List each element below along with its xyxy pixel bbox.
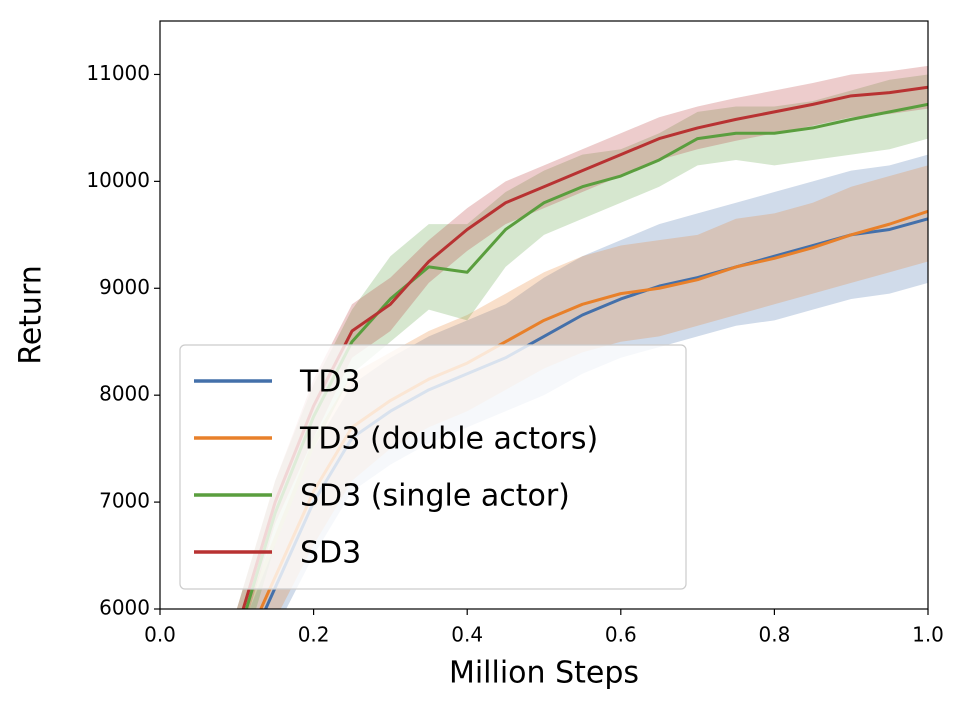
x-tick-label: 0.0 <box>144 623 176 647</box>
legend-box <box>179 344 687 590</box>
y-tick-label: 10000 <box>86 168 150 192</box>
y-tick-label: 9000 <box>99 275 150 299</box>
y-tick-label: 7000 <box>99 489 150 513</box>
legend-label: SD3 (single actor) <box>300 479 570 514</box>
legend: TD3 TD3 (double actors) SD3 (single actor)… <box>179 344 687 590</box>
line <box>244 102 928 609</box>
plot-frame <box>159 20 929 610</box>
y-axis-label: Return <box>14 265 49 365</box>
x-tick-label: 0.6 <box>605 623 637 647</box>
band <box>236 74 928 609</box>
legend-label: SD3 <box>300 536 361 571</box>
x-tick-label: 0.2 <box>298 623 330 647</box>
band <box>236 65 928 609</box>
x-tick-label: 0.8 <box>758 623 790 647</box>
band <box>249 154 928 609</box>
line <box>241 85 928 609</box>
legend-label: TD3 <box>299 365 361 400</box>
y-tick-label: 8000 <box>99 382 150 406</box>
x-axis-label: Million Steps <box>449 656 639 691</box>
y-tick-label: 11000 <box>86 61 150 85</box>
band <box>245 165 928 609</box>
y-tick-label: 6000 <box>99 596 150 620</box>
x-tick-label: 0.4 <box>451 623 483 647</box>
bands <box>236 65 928 609</box>
x-tick-label: 1.0 <box>912 623 944 647</box>
legend-label: TD3 (double actors) <box>299 422 598 457</box>
